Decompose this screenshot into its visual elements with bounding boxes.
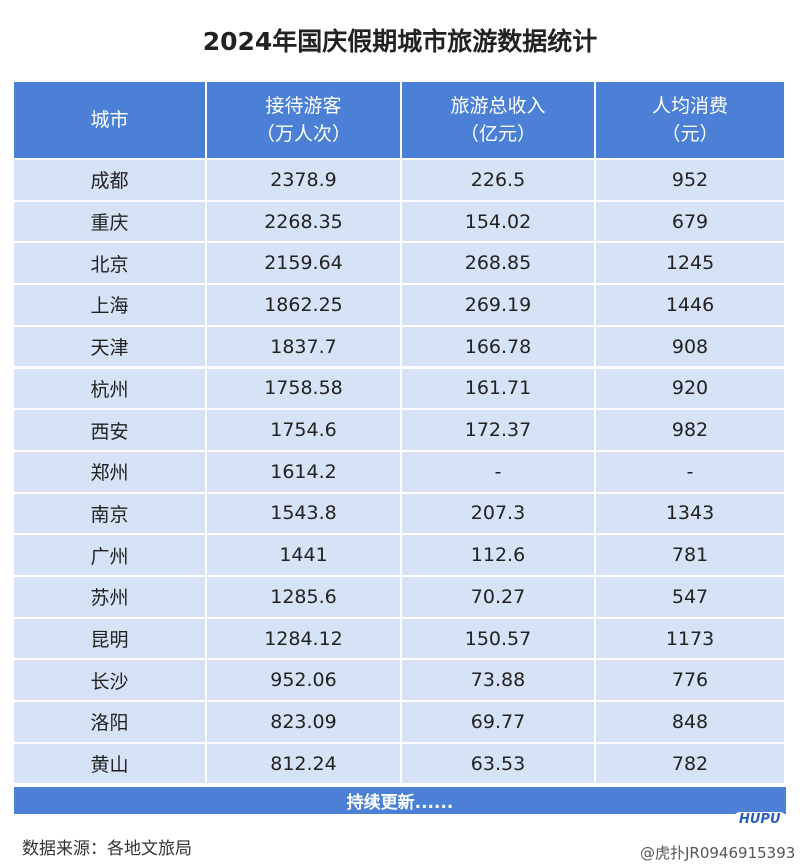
table-cell: 150.57 — [402, 618, 594, 659]
table-cell: 1862.25 — [207, 285, 400, 325]
table-cell: 2378.9 — [207, 160, 400, 200]
table-cell: 1284.12 — [207, 618, 400, 659]
header-line: （元） — [661, 123, 719, 145]
table-cell: 1173 — [596, 618, 784, 659]
table-cell: 161.71 — [402, 368, 594, 409]
table-cell: 南京 — [14, 493, 205, 534]
table-cell: 781 — [596, 535, 784, 575]
table-cell: 172.37 — [402, 410, 594, 450]
table-cell: 苏州 — [14, 577, 205, 617]
table-cell: - — [596, 451, 784, 492]
header-cell: 旅游总收入 （亿元） — [402, 82, 594, 158]
source-note: 数据来源：各地文旅局 — [22, 839, 192, 859]
header-line: 人均消费 — [651, 95, 728, 117]
table-cell: 547 — [596, 577, 784, 617]
table-cell: 长沙 — [14, 660, 205, 701]
table-cell: 上海 — [14, 285, 205, 325]
table-cell: 952 — [596, 160, 784, 200]
table-cell: 70.27 — [402, 577, 594, 617]
table-cell: 黄山 — [14, 743, 205, 784]
table-cell: 洛阳 — [14, 702, 205, 742]
table-cell: 2268.35 — [207, 201, 400, 242]
table-cell: 154.02 — [402, 201, 594, 242]
table-cell: 982 — [596, 410, 784, 450]
table-cell: 杭州 — [14, 368, 205, 409]
table-cell: 1758.58 — [207, 368, 400, 409]
table-cell: 1441 — [207, 535, 400, 575]
table-cell: 952.06 — [207, 660, 400, 701]
table-cell: 782 — [596, 743, 784, 784]
header-line: （亿元） — [459, 123, 536, 145]
table-cell: 823.09 — [207, 702, 400, 742]
table-cell: 63.53 — [402, 743, 594, 784]
table-cell: 1343 — [596, 493, 784, 534]
table-cell: 166.78 — [402, 326, 594, 367]
header-cell: 接待游客 （万人次） — [207, 82, 400, 158]
table-cell: 1446 — [596, 285, 784, 325]
table-cell: 908 — [596, 326, 784, 367]
table-cell: 776 — [596, 660, 784, 701]
table-cell: 848 — [596, 702, 784, 742]
table-cell: 广州 — [14, 535, 205, 575]
table-cell: 2159.64 — [207, 243, 400, 284]
table-cell: 1754.6 — [207, 410, 400, 450]
table-cell: 269.19 — [402, 285, 594, 325]
table-cell: 郑州 — [14, 451, 205, 492]
table-cell: 1614.2 — [207, 451, 400, 492]
table-cell: 920 — [596, 368, 784, 409]
table-cell: 西安 — [14, 410, 205, 450]
table-cell: 69.77 — [402, 702, 594, 742]
header-cell: 城市 — [14, 82, 205, 158]
table-footer: 持续更新...... — [14, 787, 786, 814]
table-cell: 重庆 — [14, 201, 205, 242]
title: 2024年国庆假期城市旅游数据统计 — [202, 27, 598, 56]
table-cell: 812.24 — [207, 743, 400, 784]
header-line: 接待游客 — [265, 95, 342, 117]
table-cell: 昆明 — [14, 618, 205, 659]
table-cell: 天津 — [14, 326, 205, 367]
table-cell: 207.3 — [402, 493, 594, 534]
table-cell: 1245 — [596, 243, 784, 284]
watermark-text: @虎扑JR0946915393 — [640, 844, 796, 862]
table-cell: 268.85 — [402, 243, 594, 284]
table-cell: 226.5 — [402, 160, 594, 200]
table-cell: 73.88 — [402, 660, 594, 701]
header-line: （万人次） — [255, 123, 351, 145]
table-cell: 112.6 — [402, 535, 594, 575]
table-cell: 1543.8 — [207, 493, 400, 534]
watermark-logo: HUPU — [733, 812, 787, 827]
table-cell: 北京 — [14, 243, 205, 284]
table-cell: 1837.7 — [207, 326, 400, 367]
header-cell: 人均消费 （元） — [596, 82, 784, 158]
table-cell: 1285.6 — [207, 577, 400, 617]
header-line: 城市 — [90, 109, 129, 131]
table-cell: 成都 — [14, 160, 205, 200]
table-cell: 679 — [596, 201, 784, 242]
table-cell: - — [402, 451, 594, 492]
header-line: 旅游总收入 — [450, 95, 546, 117]
